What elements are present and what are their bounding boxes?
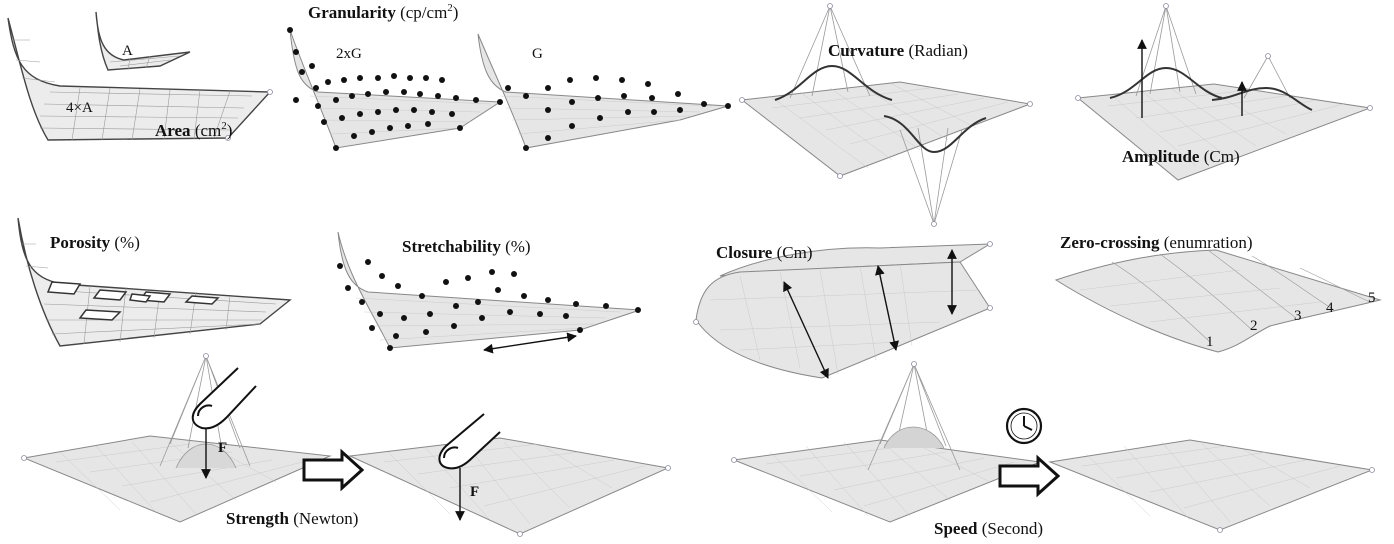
curvature-title: Curvature (Radian) [828,41,968,60]
speed-bump [883,426,945,449]
speed-sheet-left [732,439,1042,523]
granularity-sheet-left [289,29,502,149]
granularity-sheet-right [477,33,729,149]
area-small-sheet [95,11,191,71]
strength-panel: F F Strength (Newton) [21,353,671,537]
right-arrow-icon [302,448,365,492]
stretch-double-arrow [483,332,577,354]
closure-arrow-1 [783,281,829,379]
finger-nail-icon [197,404,213,417]
granularity-title: Granularity (cp/cm2) [308,2,458,22]
strength-title: Strength (Newton) [226,509,358,528]
zero-crossing-sheet [1054,249,1382,353]
amplitude-large-curve [1109,66,1223,99]
strength-force-label-1: F [218,440,227,456]
finger-icon [191,367,257,430]
porosity-title: Porosity (%) [50,233,140,252]
svg-text:5: 5 [1368,290,1376,306]
granularity-dots-right [505,75,731,151]
svg-text:3: 3 [1294,308,1302,324]
zero-crossing-counts: 1 2 3 4 5 [1206,290,1376,350]
closure-arrow-2 [875,265,899,351]
area-nodes [225,89,273,141]
closure-title: Closure (Cm) [716,243,813,262]
granularity-dots-left [287,27,503,151]
stretchability-title: Stretchability (%) [402,237,531,256]
area-title: Area (cm2) [155,120,232,140]
svg-text:4: 4 [1326,300,1334,316]
amplitude-title: Amplitude (Cm) [1122,147,1240,166]
svg-text:2: 2 [1250,318,1258,334]
porosity-panel: Porosity (%) [17,217,292,347]
zero-crossing-ridges [1111,249,1371,343]
stretchability-dots [337,259,641,351]
curvature-peak-curve [774,64,893,101]
porosity-holes [46,281,220,321]
stretchability-panel: Stretchability (%) [337,231,641,354]
clock-icon [1005,407,1043,445]
strength-force-label-2: F [470,484,479,500]
speed-panel: Speed (Second) [731,361,1375,538]
strength-sheet-right [348,437,670,535]
strength-sheet-left [22,435,332,523]
speed-sheet-right [1048,439,1374,531]
area-large-label: 4×A [66,100,93,116]
svg-text:1: 1 [1206,334,1214,350]
granularity-right-label: G [532,46,543,62]
area-large-grid [12,39,253,141]
finger-icon-2 [438,413,501,470]
area-small-label: A [122,43,133,59]
curvature-valley-curve [883,115,987,154]
zero-crossing-panel: 1 2 3 4 5 Zero-crossing (enumration) [1054,233,1382,353]
granularity-panel: 2xG G Granularity (cp/cm2) [287,2,731,151]
area-panel: A 4×A Area (cm2) [7,11,273,141]
closure-panel: Closure (Cm) [693,241,993,379]
speed-title: Speed (Second) [934,519,1043,538]
zero-crossing-title: Zero-crossing (enumration) [1060,233,1252,252]
right-arrow-icon-2 [998,454,1061,498]
closure-bottom-sheet [695,261,991,379]
amplitude-panel: Amplitude (Cm) [1075,3,1373,181]
curvature-panel: Curvature (Radian) [739,3,1033,227]
granularity-left-label: 2xG [336,46,362,62]
amplitude-small-curve [1211,86,1313,111]
